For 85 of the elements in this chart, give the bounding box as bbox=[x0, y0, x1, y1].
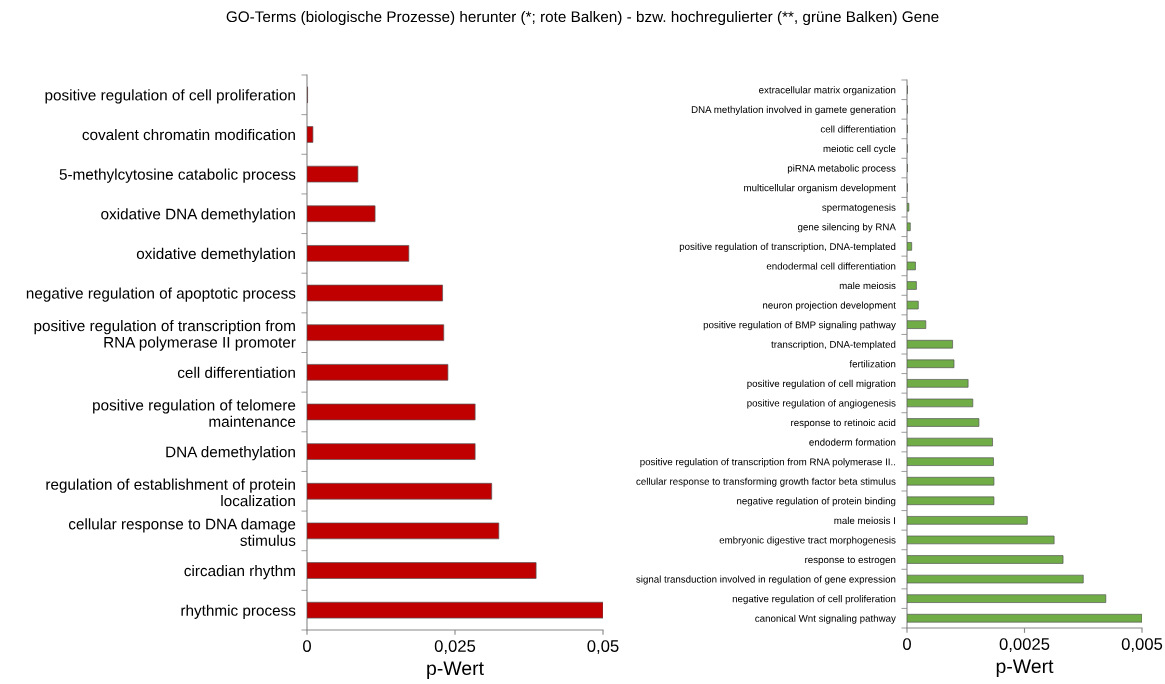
y-tick-label: endoderm formation bbox=[809, 438, 896, 446]
bar bbox=[307, 443, 476, 460]
bar bbox=[907, 222, 911, 232]
bar bbox=[307, 562, 537, 579]
x-tick-label: 0,05 bbox=[587, 640, 619, 654]
y-tick-label: rhythmic process bbox=[181, 604, 296, 619]
bar bbox=[907, 555, 1064, 564]
y-tick-label: endodermal cell differentiation bbox=[766, 262, 896, 270]
y-tick-label: oxidative demethylation bbox=[136, 247, 295, 263]
y-tick-label: piRNA metabolic process bbox=[787, 164, 896, 174]
y-tick-label: DNA methylation involved in gamete generation bbox=[691, 105, 896, 115]
y-tick-label: positive regulation of BMP signaling pathway bbox=[703, 321, 896, 331]
bar bbox=[907, 574, 1084, 584]
y-tick-label: regulation of establishment of protein localization bbox=[46, 478, 295, 507]
y-tick-label: positive regulation of angiogenesis bbox=[747, 399, 896, 409]
x-tick-label: 0 bbox=[303, 640, 311, 652]
bar bbox=[907, 242, 913, 251]
bar bbox=[907, 476, 995, 486]
x-axis-title: p-Wert bbox=[996, 659, 1054, 677]
bar bbox=[907, 613, 1142, 623]
bar bbox=[907, 339, 953, 349]
bar bbox=[307, 403, 476, 421]
bar bbox=[907, 496, 995, 506]
y-tick-label: positive regulation of cell migration bbox=[747, 379, 896, 389]
y-tick-label: positive regulation of transcription from RNA polymerase II.. bbox=[640, 458, 896, 468]
y-tick-label: cellular response to transforming growth factor beta stimulus bbox=[636, 477, 896, 487]
x-tick-label: 0,0025 bbox=[999, 638, 1050, 652]
y-tick-label: cellular response to DNA damage stimulus bbox=[68, 518, 296, 546]
y-tick-label: DNA demethylation bbox=[166, 446, 295, 461]
y-tick-label: positive regulation of telomere maintenance bbox=[93, 399, 296, 427]
bar bbox=[307, 205, 376, 223]
y-tick-label: extracellular matrix organization bbox=[759, 86, 896, 96]
y-tick-label: positive regulation of transcription, DNA-templated bbox=[679, 242, 896, 252]
y-tick-label: 5-methylcytosine catabolic process bbox=[59, 168, 296, 183]
y-tick-label: oxidative DNA demethylation bbox=[101, 208, 295, 223]
y-tick-label: signal transduction involved in regulation of gene expression bbox=[636, 575, 896, 585]
bar bbox=[307, 284, 443, 302]
y-tick-label: response to retinoic acid bbox=[791, 418, 896, 429]
y-tick-label: positive regulation of transcription from RNA polymerase II promoter bbox=[34, 320, 296, 351]
y-tick-label: meiotic cell cycle bbox=[823, 144, 896, 155]
bar bbox=[907, 418, 980, 427]
bar bbox=[907, 300, 919, 310]
bar bbox=[307, 324, 445, 341]
y-tick-label: transcription, DNA-templated bbox=[771, 340, 896, 350]
y-tick-label: negative regulation of protein binding bbox=[737, 497, 896, 507]
y-tick-label: canonical Wnt signaling pathway bbox=[755, 614, 896, 624]
chart-title: GO-Terms (biologische Prozesse) herunter (*; rote Balken) - bzw. hochregulierter (**, grüne Balken) Gene bbox=[226, 10, 939, 26]
bar bbox=[307, 245, 410, 262]
y-tick-label: cell differentiation bbox=[820, 125, 896, 133]
bar bbox=[907, 379, 969, 388]
bar bbox=[907, 535, 1055, 545]
bar bbox=[907, 359, 955, 369]
y-tick-label: covalent chromatin modification bbox=[82, 128, 295, 141]
y-tick-label: gene silencing by RNA bbox=[797, 223, 896, 233]
x-axis-title: p-Wert bbox=[427, 661, 484, 679]
y-tick-label: positive regulation of cell proliferation bbox=[45, 89, 295, 104]
bar bbox=[307, 522, 500, 540]
x-tick-label: 0 bbox=[903, 638, 911, 650]
y-tick-label: multicellular organism development bbox=[744, 184, 896, 194]
bar bbox=[907, 457, 994, 466]
y-tick-label: spermatogenesis bbox=[822, 203, 896, 213]
bar bbox=[907, 261, 916, 271]
bar bbox=[907, 320, 927, 329]
y-tick-label: embryonic digestive tract morphogenesis bbox=[719, 536, 896, 546]
bar bbox=[307, 601, 603, 619]
x-tick-label: 0,005 bbox=[1121, 638, 1163, 652]
bar bbox=[307, 126, 314, 143]
y-tick-label: response to estrogen bbox=[805, 556, 896, 566]
bar bbox=[907, 516, 1028, 525]
y-tick-label: cell differentiation bbox=[177, 366, 295, 379]
bar bbox=[907, 281, 917, 290]
y-tick-label: negative regulation of cell proliferation bbox=[732, 595, 896, 605]
bar bbox=[307, 364, 449, 381]
bar bbox=[907, 398, 974, 408]
bar bbox=[307, 482, 493, 500]
y-tick-label: circadian rhythm bbox=[184, 565, 295, 580]
y-tick-label: neuron projection development bbox=[763, 301, 896, 311]
bar bbox=[907, 437, 993, 447]
y-tick-label: fertilization bbox=[849, 360, 896, 368]
bar bbox=[307, 165, 359, 183]
y-tick-label: male meiosis bbox=[839, 281, 896, 290]
y-tick-label: male meiosis I bbox=[834, 516, 895, 524]
x-tick-label: 0,025 bbox=[434, 640, 476, 654]
y-tick-label: negative regulation of apoptotic process bbox=[26, 287, 296, 302]
bar bbox=[907, 594, 1107, 603]
